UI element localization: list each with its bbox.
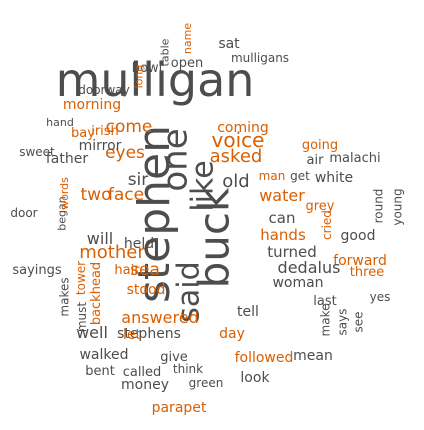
word-day: day bbox=[219, 326, 245, 342]
word-come: come bbox=[105, 116, 153, 137]
word-mother: mother bbox=[79, 242, 145, 263]
word-parapet: parapet bbox=[151, 400, 207, 416]
word-voice: voice bbox=[211, 128, 265, 152]
word-bay: bay bbox=[71, 125, 95, 141]
word-door: door bbox=[10, 206, 38, 220]
word-long: long bbox=[132, 64, 146, 88]
word-asked: asked bbox=[209, 146, 263, 167]
word-says: says bbox=[335, 308, 349, 336]
word-man: man bbox=[258, 169, 286, 183]
word-coming: coming bbox=[217, 120, 269, 136]
word-hair: hair bbox=[114, 262, 140, 278]
word-words: words bbox=[57, 176, 71, 210]
word-tell: tell bbox=[237, 304, 259, 320]
word-father: father bbox=[45, 151, 89, 167]
word-morning: morning bbox=[62, 97, 122, 113]
word-stephens: stephens bbox=[117, 326, 181, 342]
word-tower: tower bbox=[74, 260, 88, 296]
word-like: like bbox=[186, 160, 221, 212]
word-give: give bbox=[160, 349, 188, 365]
word-mulligan: mulligan bbox=[55, 53, 255, 107]
word-open: open bbox=[170, 55, 204, 71]
word-bent: bent bbox=[85, 363, 115, 379]
word-answered: answered bbox=[121, 308, 199, 327]
word-two: two bbox=[80, 184, 112, 205]
word-face: face bbox=[107, 184, 145, 205]
word-hands: hands bbox=[260, 225, 306, 244]
word-sat: sat bbox=[218, 36, 240, 52]
word-mulligans: mulligans bbox=[230, 51, 290, 65]
word-hand: hand bbox=[46, 115, 74, 129]
word-table: table bbox=[158, 38, 172, 66]
word-make: make bbox=[317, 303, 332, 337]
word-must: must bbox=[74, 301, 89, 333]
word-called: called bbox=[122, 364, 162, 380]
word-air: air bbox=[306, 152, 324, 168]
word-old: old bbox=[222, 171, 250, 192]
word-look: look bbox=[240, 370, 270, 386]
word-backhead: backhead bbox=[89, 261, 105, 325]
word-mean: mean bbox=[293, 348, 333, 364]
word-think: think bbox=[172, 362, 204, 376]
word-bowl: bowl bbox=[131, 60, 163, 76]
word-malachi: malachi bbox=[329, 150, 381, 166]
word-white: white bbox=[314, 170, 354, 186]
word-young: young bbox=[391, 188, 405, 226]
word-forward: forward bbox=[333, 253, 387, 269]
word-see: see bbox=[352, 311, 366, 333]
word-let: let bbox=[123, 327, 141, 343]
word-makes: makes bbox=[57, 277, 72, 317]
word-irish: irish bbox=[91, 123, 119, 139]
word-well: well bbox=[76, 323, 108, 342]
word-water: water bbox=[259, 186, 305, 205]
word-dedalus: dedalus bbox=[277, 258, 341, 277]
word-round: round bbox=[371, 188, 385, 224]
word-going: going bbox=[301, 137, 339, 153]
word-good: good bbox=[340, 228, 376, 244]
word-get: get bbox=[290, 169, 310, 183]
word-stood: stood bbox=[126, 282, 166, 298]
word-can: can bbox=[268, 208, 296, 227]
word-will: will bbox=[86, 229, 114, 248]
word-mirror: mirror bbox=[78, 138, 122, 154]
word-sweet: sweet bbox=[19, 145, 55, 159]
word-held: held bbox=[123, 236, 155, 252]
word-money: money bbox=[121, 377, 169, 393]
word-sayings: sayings bbox=[12, 262, 62, 278]
word-three: three bbox=[349, 264, 385, 280]
word-last: last bbox=[313, 293, 337, 309]
word-yes: yes bbox=[369, 290, 391, 304]
word-followed: followed bbox=[234, 350, 294, 366]
word-grey: grey bbox=[305, 198, 335, 214]
word-woman: woman bbox=[272, 275, 324, 291]
word-green: green bbox=[188, 376, 224, 390]
word-eyes: eyes bbox=[105, 142, 145, 163]
word-sea: sea bbox=[130, 259, 160, 280]
word-sir: sir bbox=[127, 169, 149, 190]
word-cried: cried bbox=[320, 210, 334, 240]
word-doorway: doorway bbox=[78, 83, 130, 97]
word-name: name bbox=[181, 22, 195, 54]
word-walked: walked bbox=[79, 347, 129, 363]
word-turned: turned bbox=[267, 242, 317, 261]
